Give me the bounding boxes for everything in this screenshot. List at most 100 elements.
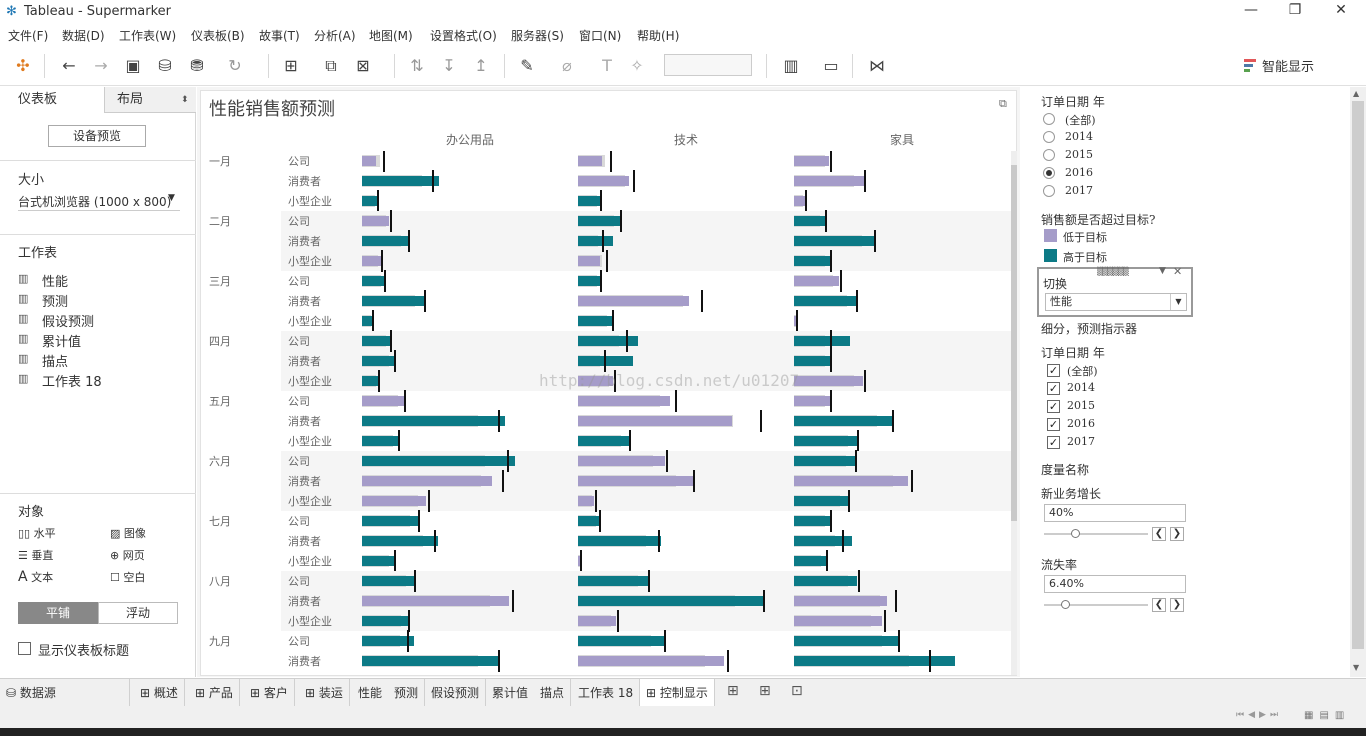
target-reference-line[interactable] (864, 170, 866, 192)
sales-bar[interactable] (362, 316, 372, 326)
sort-ascending-icon[interactable]: ↧ (442, 56, 456, 75)
sheet-item-scatter[interactable]: ▥ 描点 (18, 351, 188, 371)
target-reference-line[interactable] (606, 250, 608, 272)
sales-bar[interactable] (578, 316, 612, 326)
card-menu-icon[interactable]: ▼ (1159, 266, 1166, 276)
menu-data[interactable]: 数据(D) (62, 29, 105, 43)
duplicate-sheet-icon[interactable]: ⧉ (325, 56, 337, 75)
sales-bar[interactable] (794, 496, 848, 506)
sales-bar[interactable] (794, 416, 892, 426)
sales-bar[interactable] (362, 556, 394, 566)
target-reference-line[interactable] (595, 490, 597, 512)
target-reference-line[interactable] (633, 170, 635, 192)
target-reference-line[interactable] (675, 390, 677, 412)
checkbox[interactable]: ✓ (1047, 382, 1060, 395)
tab-control-display[interactable]: ⊞ 控制显示 (640, 679, 715, 707)
order-year-checkbox-option[interactable]: ✓ 2014 (1047, 381, 1187, 397)
target-reference-line[interactable] (381, 250, 383, 272)
churn-input[interactable]: 6.40% (1044, 575, 1186, 593)
window-scrollbar[interactable]: ▲ ▼ (1350, 87, 1366, 677)
sales-bar[interactable] (794, 296, 856, 306)
tableau-home-icon[interactable]: ✣ (16, 56, 30, 75)
target-reference-line[interactable] (394, 350, 396, 372)
sales-bar[interactable] (578, 436, 629, 446)
object-text[interactable]: A 文本 (18, 569, 53, 585)
sales-bar[interactable] (362, 236, 409, 246)
tab-scatter[interactable]: 描点 (534, 679, 572, 707)
increment-button[interactable]: ❯ (1170, 598, 1184, 612)
target-reference-line[interactable] (857, 430, 859, 452)
target-reference-line[interactable] (648, 570, 650, 592)
order-year-radio-option[interactable]: (全部) (1043, 112, 1183, 128)
target-reference-line[interactable] (580, 550, 582, 572)
target-reference-line[interactable] (805, 190, 807, 212)
tab-overview[interactable]: ⊞ 概述 (134, 679, 185, 707)
target-reference-line[interactable] (763, 590, 765, 612)
smart-show-icon[interactable] (1244, 58, 1258, 72)
sales-bar[interactable] (362, 456, 515, 466)
target-reference-line[interactable] (602, 230, 604, 252)
sales-bar[interactable] (362, 196, 377, 206)
floating-button[interactable]: 浮动 (98, 602, 178, 624)
decrement-button[interactable]: ❮ (1152, 598, 1166, 612)
target-reference-line[interactable] (418, 510, 420, 532)
new-business-slider-knob[interactable] (1071, 529, 1081, 538)
sales-bar[interactable] (362, 536, 438, 546)
target-reference-line[interactable] (408, 610, 410, 632)
new-business-input[interactable]: 40% (1044, 504, 1186, 522)
save-icon[interactable]: ▣ (125, 56, 141, 75)
checkbox[interactable]: ✓ (1047, 418, 1060, 431)
sales-bar[interactable] (794, 256, 830, 266)
target-reference-line[interactable] (604, 350, 606, 372)
target-reference-line[interactable] (840, 270, 842, 292)
target-reference-line[interactable] (390, 330, 392, 352)
sales-bar[interactable] (362, 256, 381, 266)
target-reference-line[interactable] (404, 390, 406, 412)
sales-bar[interactable] (794, 196, 805, 206)
sheet-item-cumulative[interactable]: ▥ 累计值 (18, 331, 188, 351)
target-reference-line[interactable] (498, 410, 500, 432)
target-reference-line[interactable] (626, 330, 628, 352)
radio-button[interactable] (1043, 113, 1055, 125)
sales-bar[interactable] (794, 176, 864, 186)
refresh-icon[interactable]: ↻ (228, 56, 242, 75)
target-reference-line[interactable] (911, 470, 913, 492)
swap-rows-columns-icon[interactable]: ⇅ (410, 56, 424, 75)
target-reference-line[interactable] (599, 510, 601, 532)
target-reference-line[interactable] (898, 630, 900, 652)
menu-dashboard[interactable]: 仪表板(B) (191, 29, 245, 43)
checkbox[interactable]: ✓ (1047, 364, 1060, 377)
sales-bar[interactable] (794, 156, 829, 166)
churn-slider-knob[interactable] (1060, 600, 1070, 609)
sales-bar[interactable] (362, 516, 419, 526)
sales-bar[interactable] (362, 216, 389, 226)
sales-bar[interactable] (362, 476, 492, 486)
sales-bar[interactable] (578, 156, 602, 166)
object-webpage[interactable]: ⊕ 网页 (110, 547, 145, 563)
tab-cumulative[interactable]: 累计值 (486, 679, 536, 707)
sales-bar[interactable] (794, 356, 830, 366)
target-reference-line[interactable] (658, 530, 660, 552)
fix-axes-icon[interactable]: ✧ (630, 56, 644, 75)
share-icon[interactable]: ⋈ (869, 56, 885, 75)
show-mark-labels-icon[interactable]: T (602, 56, 612, 75)
sales-bar[interactable] (578, 236, 613, 246)
target-reference-line[interactable] (830, 510, 832, 532)
sheet-item-performance[interactable]: ▥ 性能 (18, 271, 188, 291)
target-reference-line[interactable] (796, 310, 798, 332)
sales-bar[interactable] (362, 356, 395, 366)
sales-bar[interactable] (362, 276, 384, 286)
target-reference-line[interactable] (502, 470, 504, 492)
target-reference-line[interactable] (407, 630, 409, 652)
sales-bar[interactable] (794, 396, 830, 406)
switch-dropdown[interactable]: 性能 ▼ (1045, 293, 1187, 311)
target-reference-line[interactable] (620, 210, 622, 232)
target-reference-line[interactable] (858, 570, 860, 592)
target-reference-line[interactable] (617, 610, 619, 632)
target-reference-line[interactable] (855, 450, 857, 472)
target-reference-line[interactable] (612, 310, 614, 332)
sales-bar[interactable] (362, 596, 509, 606)
redo-icon[interactable]: → (94, 56, 108, 75)
target-reference-line[interactable] (372, 310, 374, 332)
group-members-icon[interactable]: ⌀ (562, 56, 572, 75)
